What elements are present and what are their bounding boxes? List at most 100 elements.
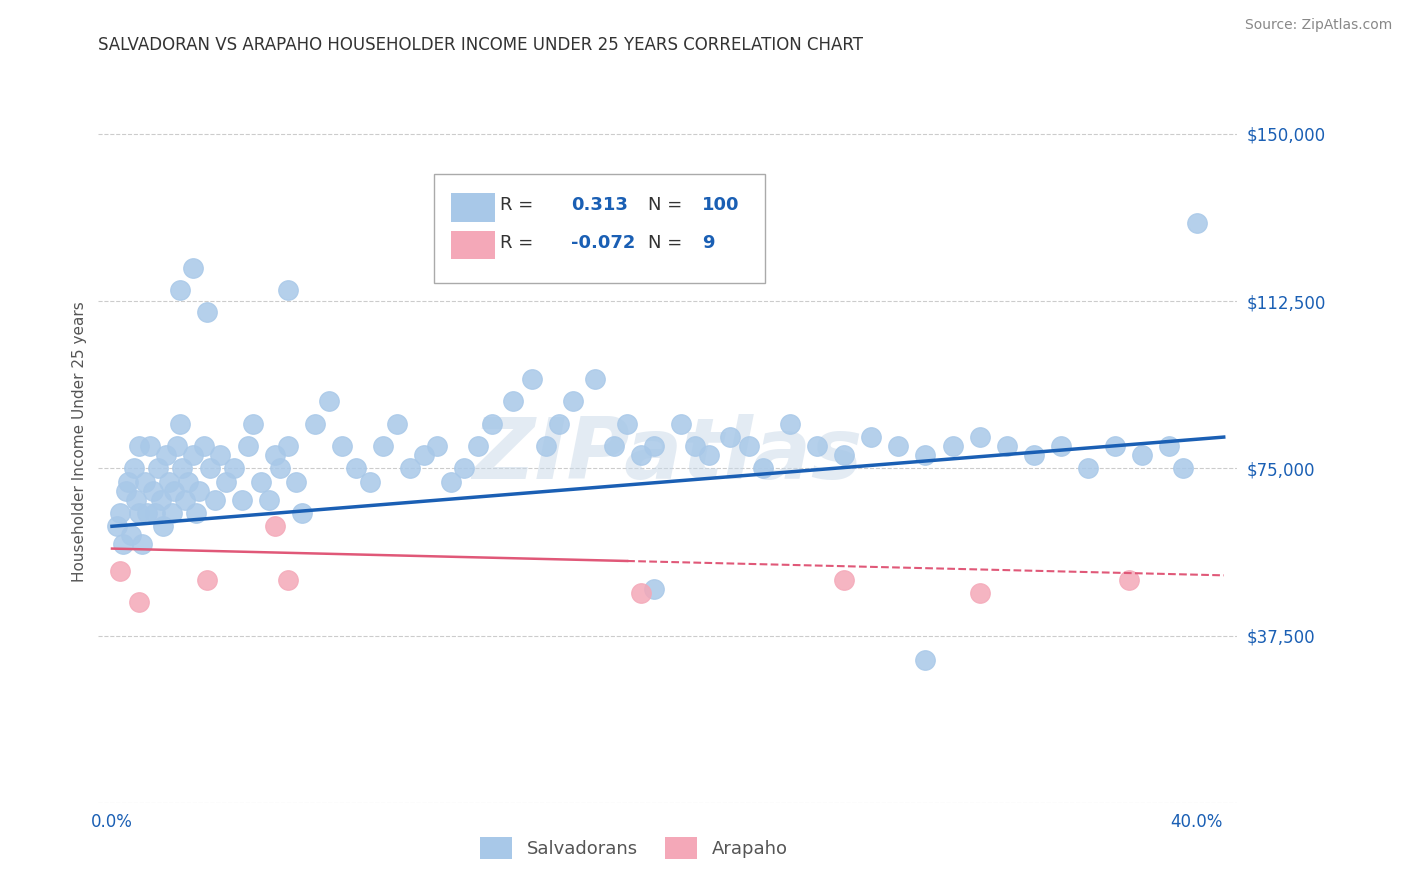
Point	[174, 492, 197, 507]
Point	[263, 448, 285, 462]
Point	[142, 483, 165, 498]
Point	[860, 430, 883, 444]
Point	[277, 283, 299, 297]
Point	[128, 506, 150, 520]
Point	[146, 461, 169, 475]
Point	[1104, 439, 1126, 453]
Point	[914, 653, 936, 667]
FancyBboxPatch shape	[451, 193, 495, 222]
Point	[198, 461, 221, 475]
Point	[887, 439, 910, 453]
Point	[108, 506, 131, 520]
Point	[157, 475, 180, 489]
Point	[583, 372, 606, 386]
Point	[385, 417, 408, 431]
Point	[1171, 461, 1194, 475]
Point	[914, 448, 936, 462]
Point	[107, 519, 129, 533]
Point	[1022, 448, 1045, 462]
Point	[209, 448, 232, 462]
Point	[522, 372, 544, 386]
Point	[184, 506, 207, 520]
Point	[108, 564, 131, 578]
Point	[193, 439, 215, 453]
Point	[269, 461, 291, 475]
Point	[332, 439, 354, 453]
Point	[195, 573, 218, 587]
Y-axis label: Householder Income Under 25 years: Householder Income Under 25 years	[72, 301, 87, 582]
Point	[128, 595, 150, 609]
Text: N =: N =	[648, 196, 683, 214]
Point	[942, 439, 965, 453]
Point	[128, 439, 150, 453]
Text: R =: R =	[501, 234, 534, 252]
Point	[562, 394, 585, 409]
Text: 0.313: 0.313	[571, 196, 628, 214]
Text: 9: 9	[702, 234, 714, 252]
Point	[222, 461, 245, 475]
Point	[630, 448, 652, 462]
Text: SALVADORAN VS ARAPAHO HOUSEHOLDER INCOME UNDER 25 YEARS CORRELATION CHART: SALVADORAN VS ARAPAHO HOUSEHOLDER INCOME…	[98, 36, 863, 54]
Text: -0.072: -0.072	[571, 234, 636, 252]
Point	[163, 483, 186, 498]
Point	[643, 582, 665, 596]
Point	[285, 475, 308, 489]
Point	[111, 537, 134, 551]
Point	[1185, 216, 1208, 230]
Point	[453, 461, 475, 475]
Point	[259, 492, 281, 507]
Point	[969, 430, 991, 444]
Point	[136, 506, 159, 520]
Point	[117, 475, 139, 489]
Point	[304, 417, 326, 431]
Point	[1159, 439, 1181, 453]
Point	[426, 439, 449, 453]
Point	[995, 439, 1018, 453]
Point	[242, 417, 264, 431]
Point	[120, 528, 142, 542]
Point	[697, 448, 720, 462]
Point	[215, 475, 238, 489]
Point	[231, 492, 253, 507]
Point	[183, 260, 205, 275]
Point	[602, 439, 624, 453]
Point	[1132, 448, 1154, 462]
Point	[291, 506, 314, 520]
Point	[548, 417, 571, 431]
Point	[779, 417, 801, 431]
Point	[277, 439, 299, 453]
Point	[177, 475, 200, 489]
Point	[1077, 461, 1099, 475]
Legend: Salvadorans, Arapaho: Salvadorans, Arapaho	[472, 830, 794, 866]
Point	[399, 461, 422, 475]
Point	[155, 448, 177, 462]
Text: Source: ZipAtlas.com: Source: ZipAtlas.com	[1244, 18, 1392, 32]
Point	[183, 448, 205, 462]
Point	[832, 573, 855, 587]
Point	[263, 519, 285, 533]
Text: R =: R =	[501, 196, 534, 214]
Point	[832, 448, 855, 462]
Point	[172, 461, 194, 475]
Point	[139, 439, 162, 453]
Point	[1118, 573, 1140, 587]
Point	[145, 506, 167, 520]
Point	[467, 439, 489, 453]
Point	[1050, 439, 1073, 453]
Point	[412, 448, 434, 462]
Point	[969, 586, 991, 600]
Point	[738, 439, 761, 453]
Point	[166, 439, 188, 453]
Point	[440, 475, 463, 489]
FancyBboxPatch shape	[451, 230, 495, 260]
Point	[683, 439, 706, 453]
Text: N =: N =	[648, 234, 683, 252]
FancyBboxPatch shape	[434, 174, 765, 283]
Point	[250, 475, 273, 489]
Point	[152, 519, 174, 533]
Point	[187, 483, 209, 498]
Point	[169, 417, 191, 431]
Point	[502, 394, 524, 409]
Point	[344, 461, 367, 475]
Point	[752, 461, 775, 475]
